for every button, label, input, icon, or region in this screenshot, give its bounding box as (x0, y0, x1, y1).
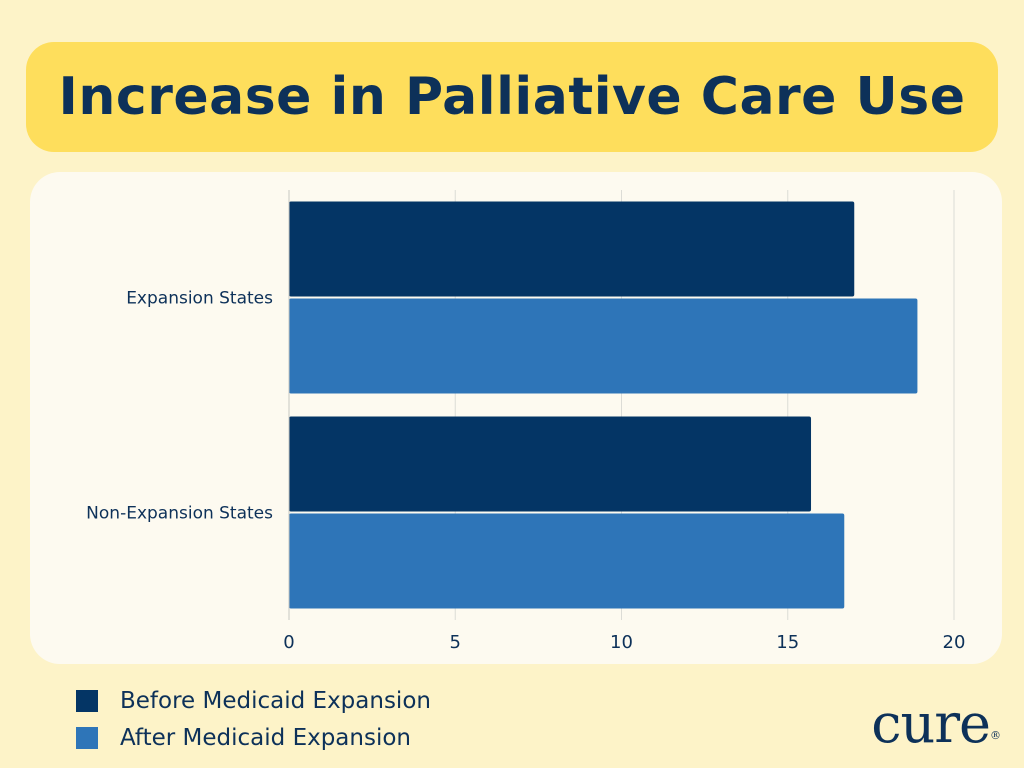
bar-non-expansion-states-series-0 (289, 416, 812, 512)
chart-panel: Expansion States Non-Expansion States 0 5 10… (30, 172, 1002, 664)
title-banner: Increase in Palliative Care Use (26, 42, 998, 152)
bar-expansion-states-series-1 (289, 298, 918, 394)
legend-label-before: Before Medicaid Expansion (120, 687, 431, 714)
chart-svg: Expansion States Non-Expansion States 0 5 10… (86, 190, 966, 653)
x-tick-label-15: 15 (776, 632, 799, 653)
y-tick-label-0: Expansion States (126, 289, 273, 309)
legend-item-after: After Medicaid Expansion (76, 719, 431, 756)
bar-expansion-states-series-0 (289, 201, 855, 297)
bar-non-expansion-states-series-1 (289, 513, 845, 609)
legend-swatch-before (76, 689, 98, 712)
x-tick-label-5: 5 (450, 632, 461, 653)
legend-swatch-after (76, 726, 98, 749)
chart-title: Increase in Palliative Care Use (58, 67, 966, 127)
legend-label-after: After Medicaid Expansion (120, 724, 412, 751)
x-tick-label-10: 10 (610, 632, 633, 653)
legend-item-before: Before Medicaid Expansion (76, 682, 431, 719)
logo-registered-mark: ® (990, 729, 1001, 742)
cure-logo: cure® (871, 692, 1001, 755)
y-tick-label-1: Non-Expansion States (86, 504, 273, 524)
legend: Before Medicaid Expansion After Medicaid… (76, 682, 431, 756)
x-tick-label-20: 20 (943, 632, 966, 653)
logo-text: cure (871, 692, 991, 755)
x-tick-label-0: 0 (283, 632, 294, 653)
